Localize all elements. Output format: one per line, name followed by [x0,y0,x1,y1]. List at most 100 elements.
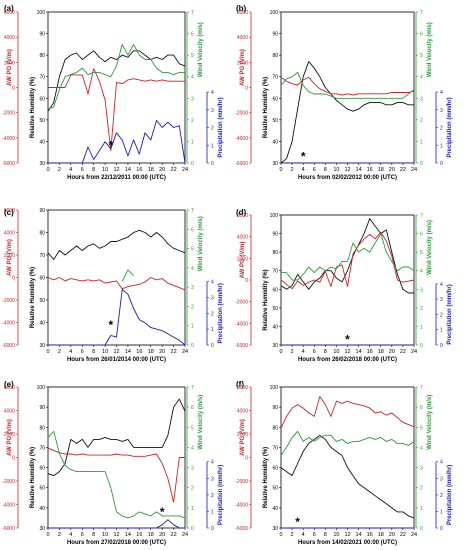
x-tick-label: 16 [367,532,373,538]
x-tick-label: 4 [302,349,305,355]
x-tick-label: 18 [378,532,384,538]
x-tick-label: 0 [279,167,282,173]
wind-tick-label: 1 [420,324,423,330]
pg-tick-label: 0 [12,86,15,92]
rh-tick-label: 50 [39,118,45,124]
wind-tick-label: 5 [191,53,194,59]
x-tick-label: 2 [58,532,61,538]
wind-tick-label: 3 [420,96,423,102]
humidity-series-line [280,434,415,519]
pg-tick-label: -6000 [2,526,15,532]
humidity-series-line [280,61,414,164]
x-tick-label: 0 [46,349,49,355]
x-tick-label: 10 [102,349,108,355]
x-tick-label: 24 [411,167,417,173]
x-tick-label: 16 [136,167,142,173]
wind-tick-label: 3 [420,466,423,472]
wind-tick-label: 3 [191,285,194,291]
plot-frame [280,386,415,529]
wind-tick-label: 2 [420,118,423,124]
precip-tick-label: 1 [440,143,443,149]
rh-tick-label: 50 [272,306,278,312]
wind-tick-label: 0 [420,526,423,532]
wind-series-line [280,71,415,99]
rh-axis-label: Relative Humidity (%) [263,447,269,508]
rh-tick-label: 60 [272,466,278,472]
x-tick-label: 16 [367,349,373,355]
x-tick-label: 4 [69,349,72,355]
precip-series-line [48,519,185,529]
rh-axis-label: Relative Humidity (%) [30,77,36,138]
x-tick-label: 22 [171,349,177,355]
wind-tick-label: 6 [191,32,194,38]
pg-tick-label: 0 [245,278,248,284]
x-tick-label: 8 [324,532,327,538]
x-tick-label: 14 [125,167,131,173]
precip-axis-label: Precipitation (mm/hr) [218,283,224,343]
wind-tick-label: 1 [420,139,423,145]
humidity-series-line [47,229,186,260]
precip-tick-label: 2 [440,312,443,318]
x-tick-label: 20 [389,167,395,173]
pg-tick-label: -2000 [235,111,248,117]
x-axis-label: Hours from 02/02/2012 00:00 (UTC) [298,175,397,181]
event-star-marker: * [295,515,300,529]
pg-tick-label: 4000 [4,231,15,237]
x-tick-label: 8 [324,167,327,173]
x-tick-label: 12 [344,532,350,538]
x-tick-label: 22 [400,167,406,173]
x-tick-label: 0 [279,349,282,355]
panel-label: (d) [236,208,247,217]
x-tick-label: 18 [148,349,154,355]
pg-axis-label: AW PG (V/m) [240,49,246,86]
wind-tick-label: 4 [420,269,423,275]
x-tick-label: 12 [113,532,119,538]
pg-tick-label: 6000 [237,213,248,219]
x-tick-label: 22 [400,349,406,355]
wind-tick-label: 1 [191,324,194,330]
rh-tick-label: 60 [272,287,278,293]
humidity-series-line [280,218,414,294]
rh-tick-label: 30 [39,343,45,349]
wind-tick-label: 5 [191,425,194,431]
x-tick-label: 6 [313,532,316,538]
x-axis-label: Hours from 26/01/2014 00:00 (UTC) [67,357,166,363]
wind-tick-label: 7 [420,10,423,16]
pg-axis-label: AW PG (V/m) [240,242,246,279]
rh-axis-label: Relative Humidity (%) [30,267,36,328]
pg-axis-label: AW PG (V/m) [7,49,13,86]
rh-tick-label: 50 [272,486,278,492]
x-tick-label: 20 [159,349,165,355]
x-tick-label: 12 [113,349,119,355]
pg-tick-label: 0 [12,456,15,462]
wind-tick-label: 7 [420,385,423,391]
wind-tick-label: 5 [191,247,194,253]
rh-axis-label: Relative Humidity (%) [263,77,269,138]
x-tick-label: 12 [344,349,350,355]
x-tick-label: 6 [81,349,84,355]
wind-series-line [121,269,134,282]
precip-tick-label: 1 [440,328,443,334]
pg-axis-label: AW PG (V/m) [7,239,13,276]
x-tick-label: 6 [313,349,316,355]
wind-tick-label: 2 [191,118,194,124]
wind-axis-label: Wind Velocity (m/s) [427,22,433,77]
pg-tick-label: -4000 [2,321,15,327]
rh-tick-label: 60 [39,96,45,102]
pg-tick-label: -6000 [2,343,15,349]
wind-tick-label: 7 [191,208,194,214]
rh-axis-label: Relative Humidity (%) [30,447,36,508]
rh-tick-label: 70 [272,445,278,451]
rh-tick-label: 60 [39,276,45,282]
pg-tick-label: 2000 [4,253,15,259]
precip-tick-label: 3 [211,108,214,114]
x-tick-label: 14 [356,167,362,173]
event-star-marker: * [108,139,113,153]
precip-axis-label: Precipitation (mm/hr) [447,465,453,525]
rh-tick-label: 90 [272,32,278,38]
x-tick-label: 14 [125,349,131,355]
pg-axis-label: AW PG (V/m) [240,419,246,456]
wind-series-line [280,430,415,456]
wind-tick-label: 0 [420,161,423,167]
